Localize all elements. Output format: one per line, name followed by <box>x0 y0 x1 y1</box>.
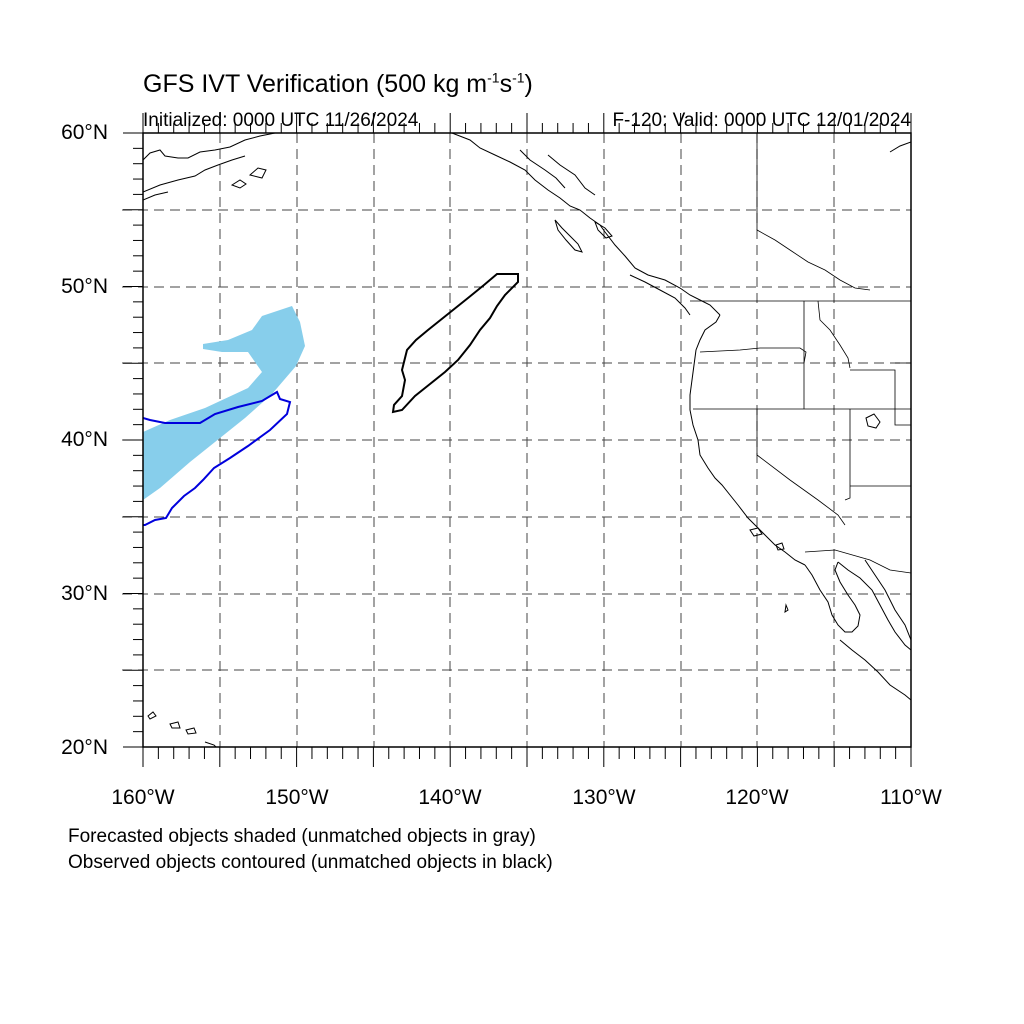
observed-object-matched <box>143 390 292 526</box>
observed-object-unmatched <box>391 273 519 414</box>
footnote-forecast: Forecasted objects shaded (unmatched obj… <box>68 826 536 847</box>
lon-label-150w: 150°W <box>265 786 329 809</box>
lon-label-160w: 160°W <box>111 786 175 809</box>
lon-label-120w: 120°W <box>725 786 789 809</box>
lon-label-130w: 130°W <box>572 786 636 809</box>
coastlines <box>143 133 911 747</box>
lat-label-40n: 40°N <box>61 428 108 451</box>
map-title: GFS IVT Verification (500 kg m-1s-1) <box>143 69 533 98</box>
lat-label-30n: 30°N <box>61 582 108 605</box>
lat-label-20n: 20°N <box>61 736 108 759</box>
forecast-object <box>143 306 305 500</box>
lon-label-140w: 140°W <box>418 786 482 809</box>
lon-label-110w: 110°W <box>880 786 942 809</box>
lat-label-50n: 50°N <box>61 275 108 298</box>
political-boundaries <box>690 133 911 574</box>
footnote-observed: Observed objects contoured (unmatched ob… <box>68 852 553 873</box>
lat-label-60n: 60°N <box>61 121 108 144</box>
axis-ticks <box>123 113 912 767</box>
initialized-time: Initialized: 0000 UTC 11/26/2024 <box>143 110 419 131</box>
valid-time: F-120: Valid: 0000 UTC 12/01/2024 <box>612 110 911 131</box>
grid-lines <box>122 133 911 747</box>
